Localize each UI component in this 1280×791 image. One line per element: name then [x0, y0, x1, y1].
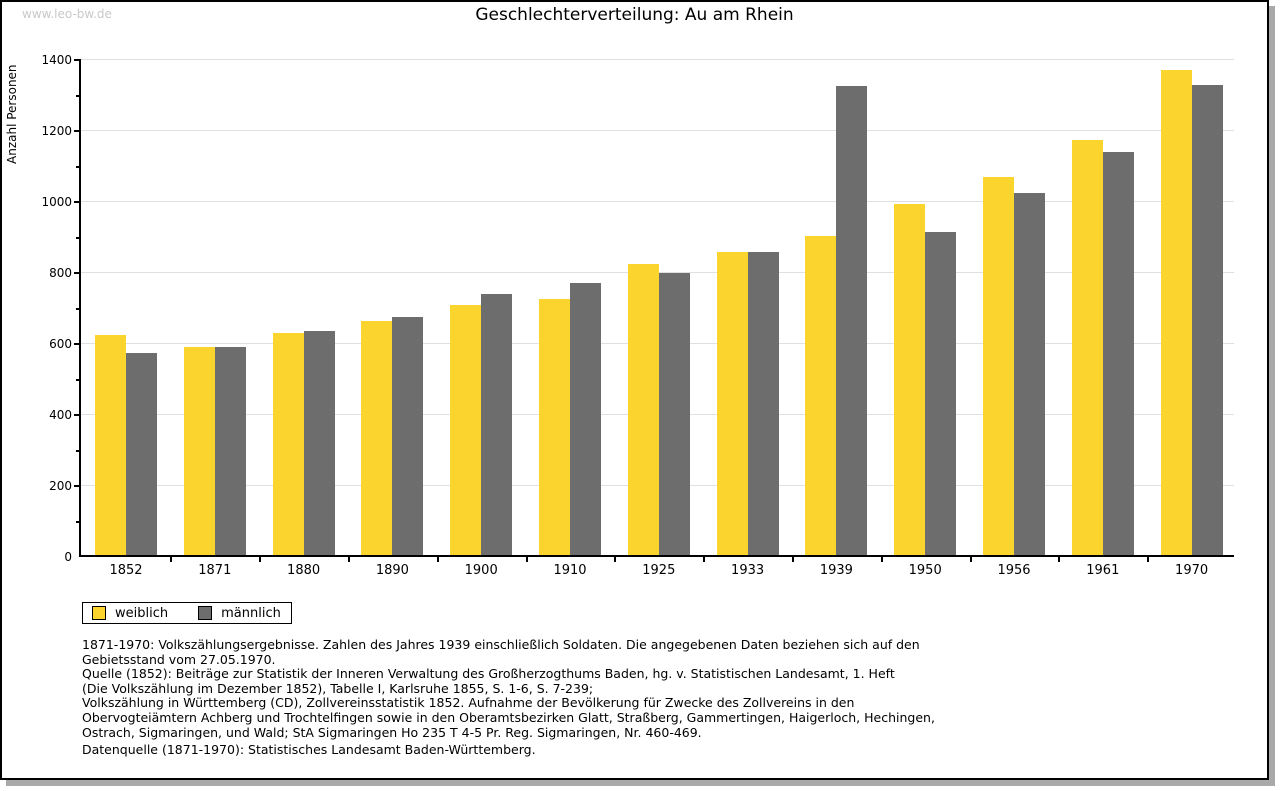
- x-axis-tick: [525, 557, 528, 562]
- bar-männlich-1939: [836, 86, 868, 555]
- y-axis-tick-label: 1400: [41, 53, 72, 67]
- x-axis-category-label: 1961: [1086, 563, 1120, 578]
- bar-weiblich-1961: [1071, 139, 1103, 555]
- bar-weiblich-1871: [183, 347, 215, 555]
- bar-männlich-1933: [747, 251, 779, 555]
- y-axis-tick-label: 1200: [41, 124, 72, 138]
- y-axis-minor-tick: [76, 449, 81, 452]
- x-axis-tick: [703, 557, 706, 562]
- bar-weiblich-1880: [272, 333, 304, 555]
- bar-weiblich-1939: [805, 235, 837, 555]
- bar-männlich-1970: [1191, 84, 1223, 555]
- bar-männlich-1871: [214, 347, 246, 555]
- legend-item-weiblich: weiblich: [92, 606, 168, 621]
- y-axis-tick-label: 400: [49, 408, 72, 422]
- bar-männlich-1925: [658, 272, 690, 555]
- y-axis-tick-label: 1000: [41, 195, 72, 209]
- bar-männlich-1910: [570, 283, 601, 555]
- x-axis-tick: [1147, 557, 1150, 562]
- bar-männlich-1852: [126, 352, 157, 555]
- x-axis-tick: [1058, 557, 1061, 562]
- bar-weiblich-1900: [450, 304, 482, 555]
- bar-weiblich-1950: [894, 203, 926, 555]
- bar-weiblich-1925: [627, 263, 659, 555]
- x-axis-category-label: 1950: [908, 563, 942, 578]
- bar-weiblich-1933: [716, 251, 748, 555]
- y-axis-minor-tick: [76, 165, 81, 168]
- footnote-line: 1871-1970: Volkszählungsergebnisse. Zahl…: [82, 637, 920, 652]
- weiblich-swatch-icon: [92, 606, 106, 620]
- bar-weiblich-1890: [361, 320, 393, 555]
- legend: weiblich männlich: [82, 602, 292, 624]
- x-axis-tick: [436, 557, 439, 562]
- datasource-line: Datenquelle (1871-1970): Statistisches L…: [82, 742, 536, 757]
- y-axis-major-tick: [74, 201, 81, 203]
- y-axis-minor-tick: [76, 236, 81, 239]
- x-axis-category-label: 1970: [1175, 563, 1209, 578]
- legend-label-weiblich: weiblich: [115, 605, 169, 621]
- bar-männlich-1950: [925, 231, 957, 555]
- y-axis-tick-label: 200: [49, 479, 72, 493]
- footnote-line: Ostrach, Sigmaringen, und Wald; StA Sigm…: [82, 724, 702, 740]
- y-axis-minor-tick: [76, 378, 81, 381]
- x-axis-category-label: 1890: [375, 563, 409, 578]
- footnote-line: Volkszählung in Württemberg (CD), Zollve…: [82, 695, 855, 711]
- y-axis-major-tick: [74, 272, 81, 274]
- chart-frame: www.leo-bw.de Geschlechterverteilung: Au…: [0, 0, 1269, 780]
- x-axis-category-label: 1939: [819, 563, 853, 578]
- bar-weiblich-1956: [983, 176, 1014, 555]
- gridline: [81, 59, 1234, 60]
- x-axis-category-label: 1871: [198, 563, 232, 578]
- legend-label-maennlich: männlich: [221, 605, 281, 621]
- x-axis-category-label: 1880: [287, 563, 321, 578]
- legend-item-maennlich: männlich: [198, 606, 281, 621]
- x-axis-category-label: 1900: [464, 563, 498, 578]
- y-axis-tick-label: 800: [49, 266, 72, 280]
- footnotes: 1871-1970: Volkszählungsergebnisse. Zahl…: [82, 637, 935, 740]
- bar-männlich-1880: [303, 331, 335, 555]
- y-axis-minor-tick: [76, 307, 81, 310]
- y-axis-major-tick: [74, 414, 81, 416]
- y-axis-major-tick: [74, 343, 81, 345]
- bar-männlich-1900: [481, 294, 513, 555]
- bar-weiblich-1970: [1160, 70, 1192, 555]
- bar-männlich-1961: [1102, 152, 1134, 555]
- x-axis-tick: [614, 557, 617, 562]
- x-axis-tick: [170, 557, 173, 562]
- gridline: [81, 201, 1234, 202]
- x-axis-category-label: 1925: [642, 563, 676, 578]
- bar-männlich-1956: [1014, 192, 1045, 555]
- watermark: www.leo-bw.de: [22, 7, 112, 21]
- bar-weiblich-1910: [539, 299, 570, 555]
- maennlich-swatch-icon: [198, 606, 213, 620]
- x-axis-category-label: 1956: [997, 563, 1031, 578]
- footnote-line: (Die Volkszählung im Dezember 1852), Tab…: [82, 680, 594, 696]
- bar-weiblich-1852: [95, 334, 126, 555]
- bar-männlich-1890: [392, 317, 424, 555]
- y-axis-title: Anzahl Personen: [5, 64, 19, 165]
- x-axis-tick: [259, 557, 262, 562]
- y-axis-major-tick: [74, 485, 81, 487]
- x-axis-category-label: 1933: [731, 563, 765, 578]
- footnote-line: Gebietsstand vom 27.05.1970.: [82, 651, 276, 667]
- x-axis-tick: [792, 557, 794, 562]
- y-axis-major-tick: [74, 59, 81, 61]
- x-axis-tick: [880, 557, 883, 562]
- x-axis-category-label: 1852: [109, 563, 143, 578]
- footnote-line: Obervogteiämtern Achberg und Trochtelfin…: [82, 709, 935, 725]
- y-axis-tick-label: 0: [64, 550, 72, 564]
- y-axis-major-tick: [74, 130, 81, 132]
- x-axis-tick: [969, 557, 972, 562]
- y-axis-minor-tick: [76, 520, 81, 523]
- y-axis-minor-tick: [76, 94, 81, 97]
- gridline: [81, 130, 1234, 131]
- x-axis-category-label: 1910: [553, 563, 587, 578]
- y-axis-tick-label: 600: [49, 337, 72, 351]
- footnote-line: Quelle (1852): Beiträge zur Statistik de…: [82, 666, 895, 682]
- plot-area: 0 200 400 600 800 1000 1200 1400 1852 1871 1880 189…: [41, 54, 1234, 578]
- chart-title: Geschlechterverteilung: Au am Rhein: [475, 5, 794, 25]
- x-axis-tick: [348, 557, 350, 562]
